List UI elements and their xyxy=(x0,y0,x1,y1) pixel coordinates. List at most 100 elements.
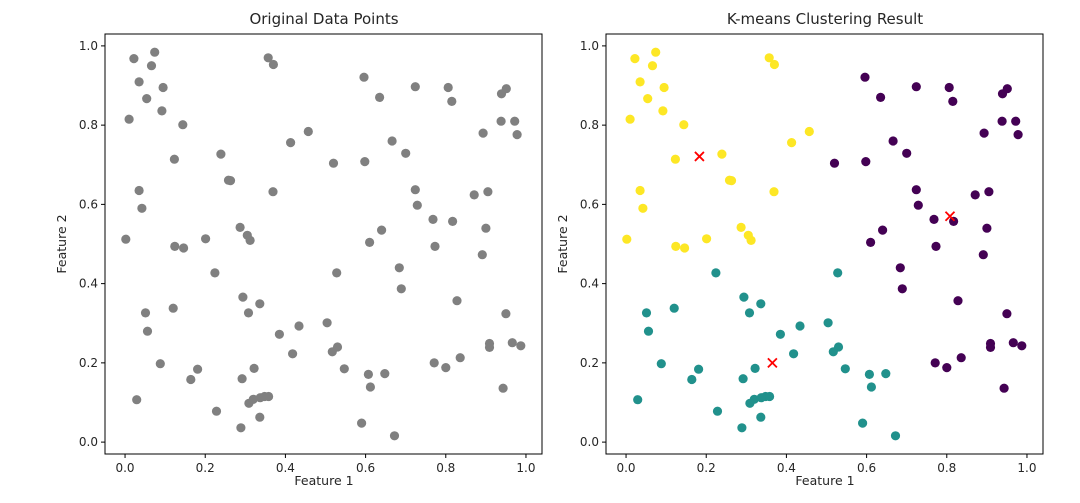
cluster-2-point xyxy=(656,359,666,369)
scatter-points xyxy=(622,47,1027,441)
cluster-1-point xyxy=(895,263,905,273)
cluster-2-point xyxy=(866,382,877,392)
y-axis-label: Feature 2 xyxy=(54,214,69,273)
cluster-1-point xyxy=(929,214,939,224)
cluster-1-point xyxy=(1013,130,1023,140)
cluster-0-point xyxy=(635,185,645,196)
y-tick-label: 0.8 xyxy=(580,118,599,132)
y-tick-label: 0.6 xyxy=(79,197,98,211)
cluster-1-point xyxy=(956,353,966,363)
cluster-2-point xyxy=(750,363,760,373)
data-point xyxy=(210,268,220,278)
data-point xyxy=(155,359,165,369)
data-point xyxy=(478,128,488,138)
x-tick-label: 0.8 xyxy=(436,461,455,475)
cluster-1-point xyxy=(984,187,994,197)
data-point xyxy=(396,284,406,294)
cluster-0-point xyxy=(647,61,658,71)
cluster-1-point xyxy=(931,241,941,251)
y-axis-label: Feature 2 xyxy=(555,214,570,273)
y-tick-label: 0.2 xyxy=(580,356,599,370)
x-ticks: 0.0 0.2 0.4 0.6 0.8 1.0 xyxy=(616,454,1037,475)
y-tick-label: 1.0 xyxy=(79,39,98,53)
x-tick-label: 0.4 xyxy=(777,461,796,475)
data-point xyxy=(359,72,369,82)
x-tick-label: 0.6 xyxy=(356,461,375,475)
data-point xyxy=(201,234,211,244)
data-point xyxy=(375,92,385,102)
centroid-marker xyxy=(944,211,956,222)
data-point xyxy=(447,96,457,106)
cluster-1-point xyxy=(1011,116,1021,126)
cluster-0-point xyxy=(651,47,661,57)
data-point xyxy=(328,158,339,168)
data-point xyxy=(477,250,487,260)
data-point xyxy=(481,223,491,233)
cluster-2-point xyxy=(858,418,868,428)
cluster-0-point xyxy=(671,241,681,251)
data-point xyxy=(516,341,526,351)
x-axis-label: Feature 1 xyxy=(294,473,353,488)
cluster-0-point xyxy=(746,235,756,245)
cluster-1-point xyxy=(999,383,1009,393)
data-point xyxy=(157,106,167,116)
y-tick-label: 0.4 xyxy=(580,277,599,291)
data-point xyxy=(129,54,139,64)
data-point xyxy=(339,364,349,374)
cluster-0-point xyxy=(787,138,797,148)
kmeans-clustering-plot: K-means Clustering Result 0.0 0.2 0.4 0.6 0.… xyxy=(555,10,1044,488)
data-point xyxy=(216,149,226,159)
cluster-1-point xyxy=(861,157,871,167)
cluster-1-point xyxy=(979,128,989,138)
data-point xyxy=(428,214,438,224)
cluster-2-point xyxy=(890,431,901,441)
cluster-1-point xyxy=(948,96,958,106)
cluster-2-point xyxy=(840,364,850,374)
plot-title: K-means Clustering Result xyxy=(727,10,923,28)
data-point xyxy=(245,235,255,245)
cluster-0-point xyxy=(622,234,632,244)
cluster-2-point xyxy=(711,268,721,278)
cluster-1-point xyxy=(829,158,840,168)
cluster-0-point xyxy=(630,54,640,64)
data-point xyxy=(264,391,274,402)
centroid-marker xyxy=(767,357,778,369)
centroid-markers xyxy=(694,151,956,369)
cluster-0-point xyxy=(658,106,668,116)
data-point xyxy=(484,342,495,352)
cluster-0-point xyxy=(702,234,712,244)
cluster-2-point xyxy=(633,395,643,405)
data-point xyxy=(286,138,296,148)
data-point xyxy=(455,353,465,363)
data-point xyxy=(365,237,375,247)
data-point xyxy=(142,326,153,336)
data-point xyxy=(237,374,247,384)
data-point xyxy=(448,216,458,226)
cluster-2-point xyxy=(864,369,875,379)
cluster-2-point xyxy=(739,292,749,302)
data-point xyxy=(255,299,265,309)
cluster-1-point xyxy=(953,296,963,306)
data-point xyxy=(134,185,144,196)
data-point xyxy=(496,89,507,99)
data-point xyxy=(178,120,188,130)
data-point xyxy=(193,364,203,374)
data-point xyxy=(158,82,168,93)
x-tick-label: 1.0 xyxy=(516,461,535,475)
cluster-2-point xyxy=(738,374,748,384)
cluster-1-point xyxy=(911,82,921,92)
data-point xyxy=(443,82,453,93)
cluster-1-point xyxy=(949,216,959,226)
cluster-2-point xyxy=(756,299,766,309)
cluster-1-point xyxy=(878,225,888,235)
scatter-points xyxy=(121,47,526,441)
cluster-1-point xyxy=(1008,338,1018,348)
cluster-0-point xyxy=(804,126,814,137)
cluster-0-point xyxy=(736,222,746,232)
y-tick-label: 0.6 xyxy=(580,197,599,211)
data-point xyxy=(303,126,313,137)
cluster-0-point xyxy=(679,120,689,130)
cluster-1-point xyxy=(970,190,980,200)
cluster-0-point xyxy=(769,59,780,70)
data-point xyxy=(243,308,254,318)
